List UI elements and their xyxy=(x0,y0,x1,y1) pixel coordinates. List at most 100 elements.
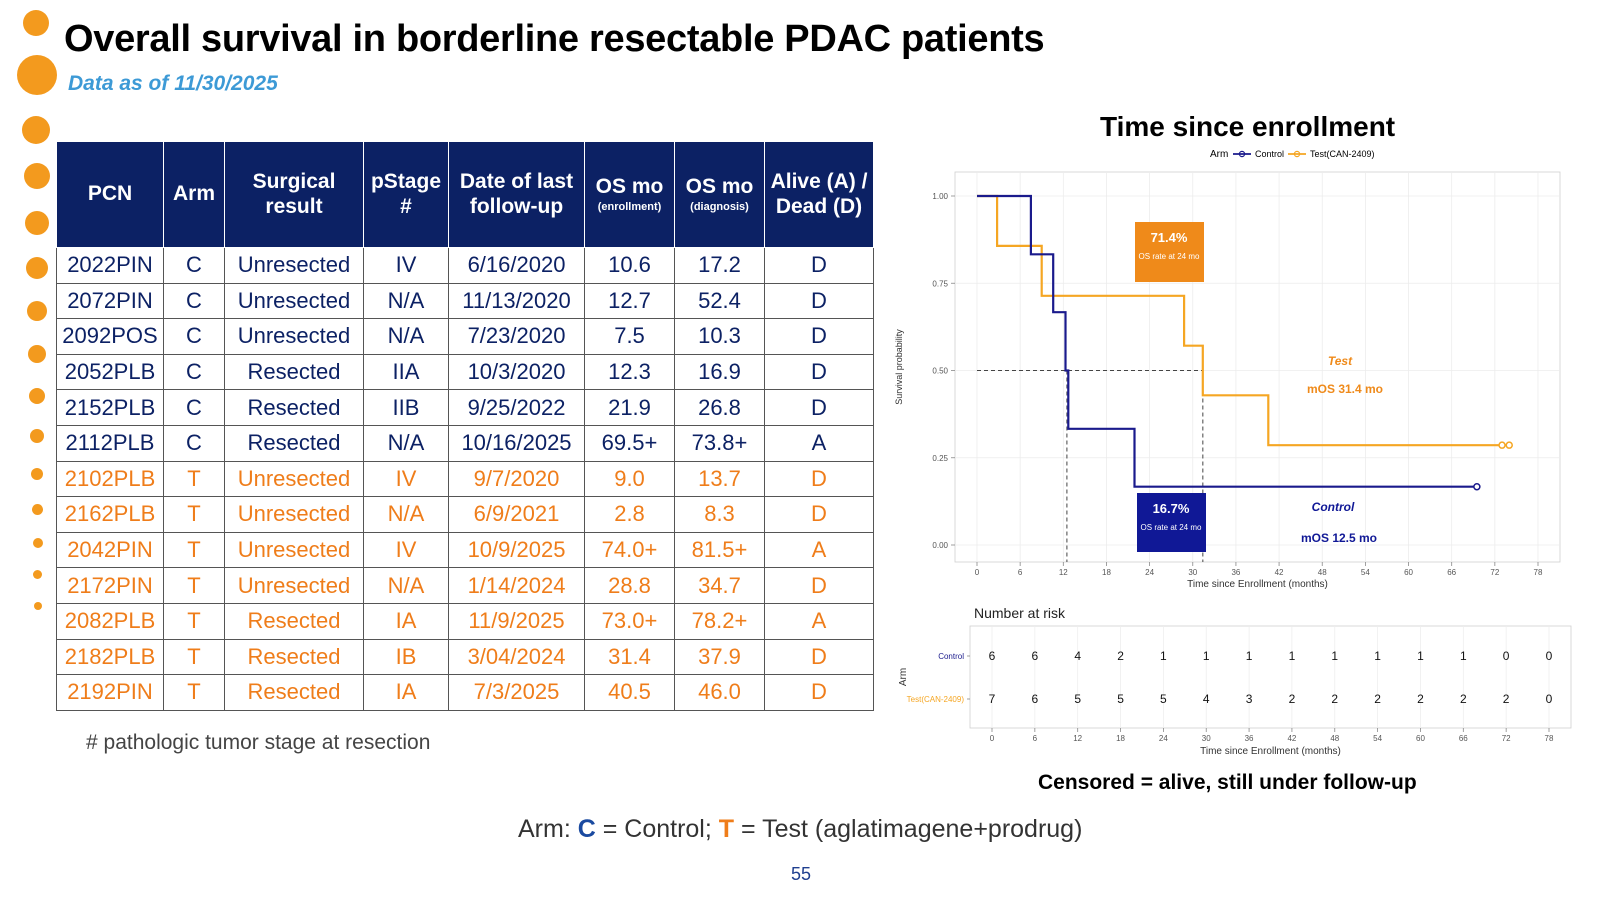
cell-os-diagnosis: 52.4 xyxy=(674,282,765,320)
header-os-diagnosis: OS mo (diagnosis) xyxy=(674,141,765,248)
header-label: OS mo xyxy=(595,174,664,198)
arm-legend-t: T xyxy=(718,815,735,843)
cell-surgical-result: Unresected xyxy=(224,318,364,355)
risk-row-label: Control xyxy=(938,652,964,661)
y-tick-label: 0.00 xyxy=(932,541,948,550)
x-tick-label: 72 xyxy=(1490,568,1499,577)
header-label: OS mo xyxy=(685,174,754,198)
cell-arm: T xyxy=(163,460,225,498)
header-label: Date of last follow-up xyxy=(459,169,574,218)
cell-alive-dead: D xyxy=(764,389,874,426)
x-tick-label: 42 xyxy=(1275,568,1284,577)
cell-surgical-result: Unresected xyxy=(224,567,364,604)
risk-x-tick-label: 30 xyxy=(1202,734,1211,743)
cell-alive-dead: D xyxy=(764,247,874,284)
cell-os-enrollment: 28.8 xyxy=(584,567,675,604)
risk-x-tick-label: 6 xyxy=(1033,734,1038,743)
header-last-follow-up: Date of last follow-up xyxy=(448,141,585,248)
header-os-enrollment: OS mo (enrollment) xyxy=(584,141,675,248)
test-os-rate-note: OS rate at 24 mo xyxy=(1139,252,1200,261)
cell-pstage: IV xyxy=(363,460,449,498)
cell-os-enrollment: 73.0+ xyxy=(584,602,675,640)
cell-pcn: 2092POS xyxy=(56,318,164,355)
risk-row-label: Test(CAN-2409) xyxy=(907,695,965,704)
km-survival-chart: Arm Control Test(CAN-2409)0 6 12 18 24 30 36 42 48… xyxy=(894,149,1572,757)
decorative-dot xyxy=(30,429,44,443)
cell-os-enrollment: 21.9 xyxy=(584,389,675,426)
y-tick-label: 1.00 xyxy=(932,192,948,201)
y-axis-label: Survival probability xyxy=(894,329,904,405)
table-header-row: PCN Arm Surgical result pStage # Date of… xyxy=(56,141,874,248)
cell-alive-dead: D xyxy=(764,318,874,355)
cell-last-follow-up: 6/9/2021 xyxy=(448,496,585,533)
table-row: 2042PIN T Unresected IV 10/9/2025 74.0+ 81.5+ A xyxy=(56,531,874,569)
cell-arm: T xyxy=(163,638,225,676)
cell-arm: T xyxy=(163,674,225,711)
decorative-dot xyxy=(24,163,50,189)
chart-title: Time since enrollment xyxy=(1100,111,1396,142)
data-date-subtitle: Data as of 11/30/2025 xyxy=(68,72,278,95)
x-axis-label: Time since Enrollment (months) xyxy=(1187,579,1328,590)
cell-last-follow-up: 11/9/2025 xyxy=(448,602,585,640)
decorative-dot xyxy=(26,257,48,279)
risk-count: 2 xyxy=(1117,649,1124,663)
risk-count: 2 xyxy=(1289,692,1296,706)
control-median-label: mOS 12.5 mo xyxy=(1301,531,1377,545)
cell-last-follow-up: 10/3/2020 xyxy=(448,353,585,391)
cell-alive-dead: D xyxy=(764,638,874,676)
cell-last-follow-up: 9/25/2022 xyxy=(448,389,585,426)
cell-last-follow-up: 6/16/2020 xyxy=(448,247,585,284)
decorative-dot xyxy=(31,468,43,480)
table-body: 2022PIN C Unresected IV 6/16/2020 10.6 17.2 D 20… xyxy=(56,247,874,711)
cell-surgical-result: Unresected xyxy=(224,282,364,320)
cell-surgical-result: Resected xyxy=(224,674,364,711)
cell-last-follow-up: 3/04/2024 xyxy=(448,638,585,676)
arm-legend-c-text: = Control; xyxy=(595,815,719,843)
cell-pcn: 2072PIN xyxy=(56,282,164,320)
risk-x-tick-label: 0 xyxy=(990,734,995,743)
legend-marker xyxy=(1238,150,1246,158)
risk-x-axis-label: Time since Enrollment (months) xyxy=(1200,746,1341,757)
test-os-rate-value: 71.4% xyxy=(1151,230,1188,245)
header-surgical-result: Surgical result xyxy=(224,141,364,248)
risk-count: 5 xyxy=(1074,692,1081,706)
cell-os-enrollment: 74.0+ xyxy=(584,531,675,569)
table-row: 2112PLB C Resected N/A 10/16/2025 69.5+ 73.8+ A xyxy=(56,424,874,462)
arm-legend-c: C xyxy=(577,815,596,843)
cell-arm: T xyxy=(163,602,225,640)
cell-last-follow-up: 10/9/2025 xyxy=(448,531,585,569)
cell-os-diagnosis: 17.2 xyxy=(674,247,765,284)
cell-arm: T xyxy=(163,531,225,569)
arm-legend-prefix: Arm: xyxy=(518,815,578,843)
risk-count: 1 xyxy=(1460,649,1467,663)
x-tick-label: 18 xyxy=(1102,568,1111,577)
cell-alive-dead: D xyxy=(764,567,874,604)
y-tick-label: 0.25 xyxy=(932,454,948,463)
cell-alive-dead: D xyxy=(764,674,874,711)
cell-os-diagnosis: 73.8+ xyxy=(674,424,765,462)
table-row: 2172PIN T Unresected N/A 1/14/2024 28.8 34.7 D xyxy=(56,567,874,604)
header-label: Arm xyxy=(172,182,215,206)
legend-marker xyxy=(1293,150,1301,158)
slide-title: Overall survival in borderline resectabl… xyxy=(64,18,1045,60)
cell-pstage: IA xyxy=(363,602,449,640)
cell-alive-dead: D xyxy=(764,353,874,391)
cell-os-enrollment: 9.0 xyxy=(584,460,675,498)
y-tick-label: 0.75 xyxy=(932,279,948,288)
arm-legend-t-text: = Test (aglatimagene+prodrug) xyxy=(734,815,1083,843)
cell-pstage: IIB xyxy=(363,389,449,426)
risk-count: 2 xyxy=(1331,692,1338,706)
table-row: 2052PLB C Resected IIA 10/3/2020 12.3 16.9 D xyxy=(56,353,874,391)
header-arm: Arm xyxy=(163,141,225,248)
decorative-dot xyxy=(17,55,57,95)
cell-pstage: N/A xyxy=(363,318,449,355)
risk-table-panel xyxy=(969,625,1572,729)
risk-x-tick-label: 18 xyxy=(1116,734,1125,743)
risk-x-tick-label: 42 xyxy=(1287,734,1296,743)
cell-alive-dead: D xyxy=(764,496,874,533)
survival-curve-control xyxy=(977,194,1477,488)
decorative-dot xyxy=(33,570,42,579)
cell-os-enrollment: 69.5+ xyxy=(584,424,675,462)
control-os-rate-value: 16.7% xyxy=(1153,501,1190,516)
table-row: 2072PIN C Unresected N/A 11/13/2020 12.7 52.4 D xyxy=(56,282,874,320)
